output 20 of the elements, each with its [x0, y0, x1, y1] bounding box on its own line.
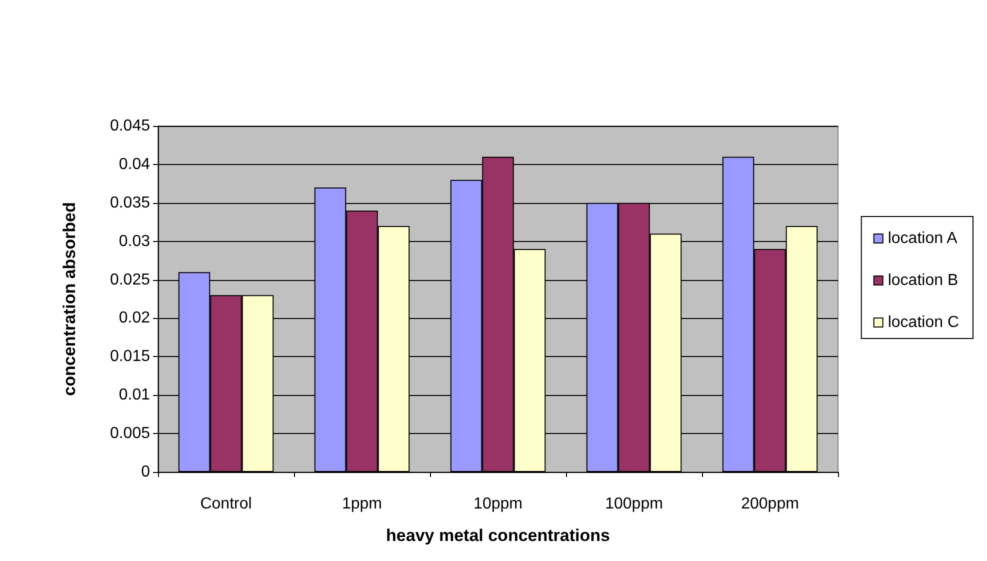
x-tick-label: 200ppm	[741, 496, 799, 512]
y-tick-label: 0.025	[110, 271, 150, 288]
y-tick-label: 0.005	[110, 425, 150, 442]
y-tick-label: 0.015	[110, 348, 150, 366]
legend-label: location A	[888, 230, 958, 247]
y-tick-label: 0.045	[110, 118, 150, 134]
legend-label: location B	[888, 272, 958, 289]
y-tick-label: 0.035	[110, 194, 150, 212]
x-axis-title: heavy metal concentrations	[386, 526, 610, 545]
y-tick-label: 0.03	[118, 232, 150, 250]
x-tick-label: 1ppm	[342, 496, 382, 512]
y-tick-label: 0.04	[118, 156, 150, 173]
y-tick-label: 0	[141, 464, 150, 480]
legend-label: location C	[888, 314, 960, 331]
x-tick-label: 100ppm	[605, 496, 663, 512]
y-axis-title: concentration absorbed	[60, 202, 79, 396]
y-tick-label: 0.02	[118, 310, 150, 327]
x-tick-label: 10ppm	[474, 496, 522, 512]
y-tick-label: 0.01	[118, 386, 150, 404]
x-tick-label: Control	[200, 496, 252, 512]
